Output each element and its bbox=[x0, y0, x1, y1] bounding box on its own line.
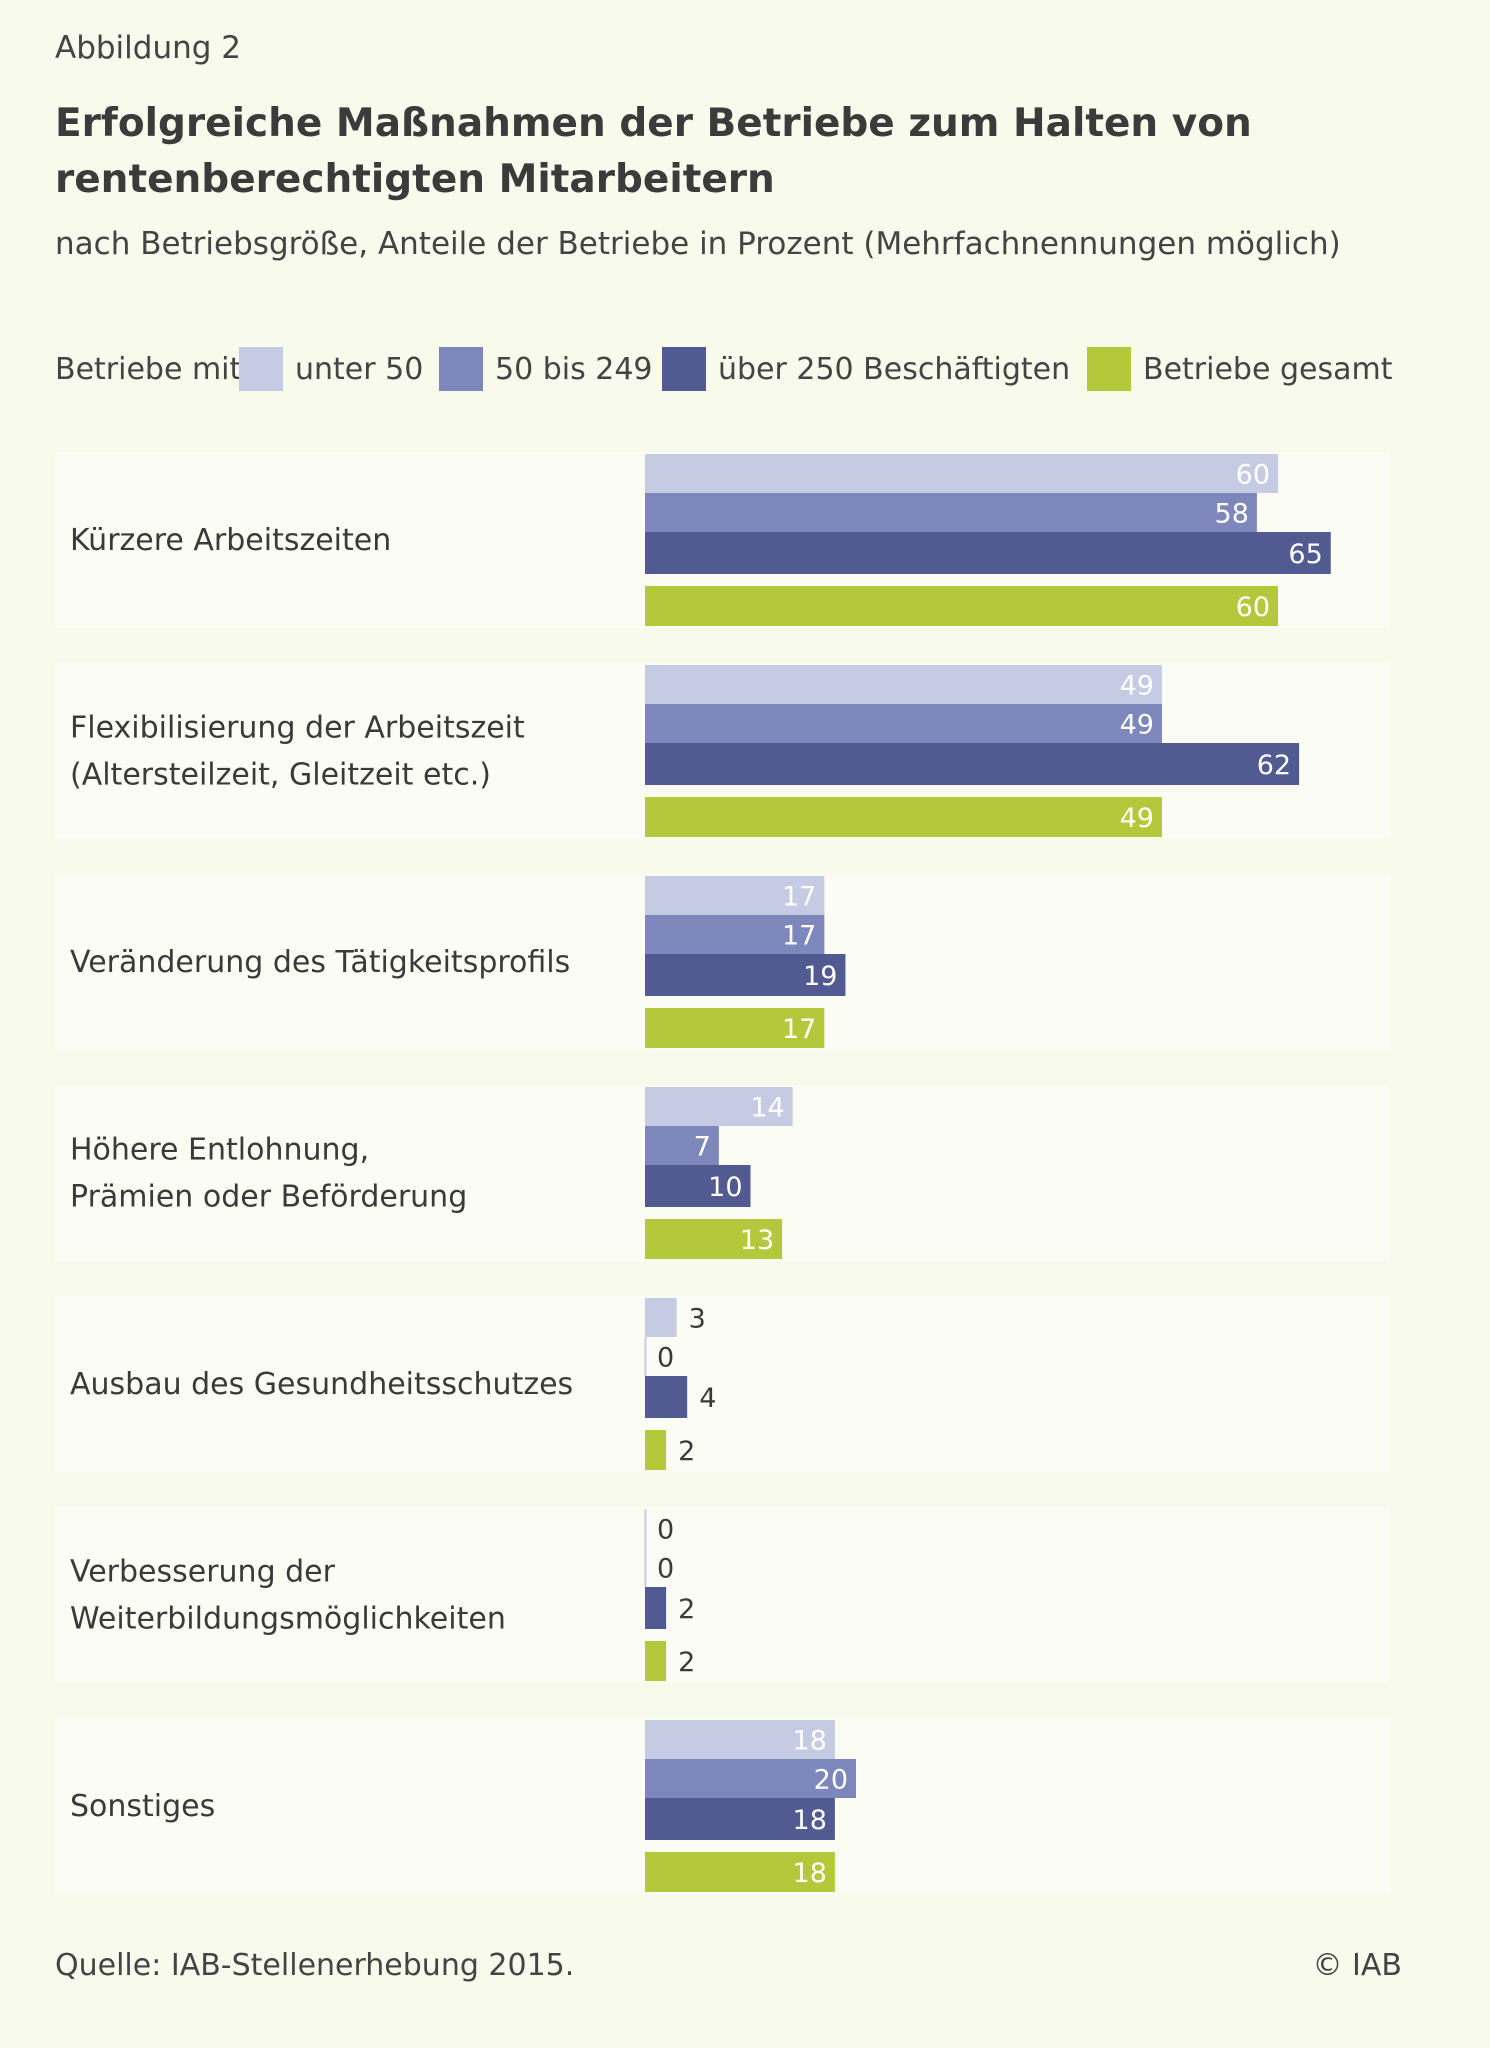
chart-title: Erfolgreiche Maßnahmen der Betriebe zum … bbox=[55, 101, 1252, 202]
data-label: 58 bbox=[1215, 499, 1249, 530]
category-label: Sonstiges bbox=[70, 1789, 215, 1824]
bar bbox=[645, 454, 1278, 493]
bar bbox=[645, 1376, 688, 1418]
legend-item-50-bis-249: 50 bis 249 bbox=[439, 344, 653, 394]
data-label: 2 bbox=[678, 1594, 695, 1625]
data-label: 60 bbox=[1236, 460, 1270, 491]
bar bbox=[645, 1759, 856, 1798]
data-label: 49 bbox=[1120, 671, 1154, 702]
data-label: 4 bbox=[699, 1383, 716, 1414]
legend-prefix: Betriebe mit bbox=[55, 351, 242, 387]
data-label: 17 bbox=[782, 882, 816, 913]
data-label: 0 bbox=[657, 1554, 674, 1585]
bar bbox=[645, 704, 1162, 743]
bar bbox=[645, 493, 1257, 532]
legend-swatch bbox=[239, 347, 283, 391]
bar bbox=[645, 954, 846, 996]
source-note: Quelle: IAB-Stellenerhebung 2015. bbox=[55, 1948, 575, 1983]
legend-label: unter 50 bbox=[295, 351, 424, 387]
bar bbox=[645, 1008, 825, 1048]
data-label: 13 bbox=[740, 1225, 774, 1256]
data-label: 7 bbox=[694, 1132, 711, 1163]
bar bbox=[645, 1219, 783, 1259]
category-label: (Altersteilzeit, Gleitzeit etc.) bbox=[70, 758, 491, 793]
bar bbox=[645, 1852, 835, 1892]
bar bbox=[645, 665, 1162, 704]
legend-item-gesamt: Betriebe gesamt bbox=[1087, 344, 1392, 394]
category-label: Veränderung des Tätigkeitsprofils bbox=[70, 945, 570, 980]
data-label: 18 bbox=[793, 1726, 827, 1757]
data-label: 49 bbox=[1120, 710, 1154, 741]
bar bbox=[645, 797, 1162, 837]
data-label: 2 bbox=[678, 1647, 695, 1678]
category-panel bbox=[55, 1507, 1390, 1683]
bar bbox=[645, 1720, 835, 1759]
data-label: 10 bbox=[708, 1172, 742, 1203]
data-label: 65 bbox=[1288, 539, 1322, 570]
bar bbox=[645, 1641, 667, 1681]
data-label: 0 bbox=[657, 1343, 674, 1374]
data-label: 18 bbox=[793, 1858, 827, 1889]
bar bbox=[645, 1126, 719, 1165]
data-label: 18 bbox=[793, 1805, 827, 1836]
bar bbox=[645, 1587, 667, 1629]
legend-item-unter-50: unter 50 bbox=[239, 344, 423, 394]
legend-swatch bbox=[662, 347, 706, 391]
data-label: 2 bbox=[678, 1436, 695, 1467]
bar bbox=[645, 586, 1278, 626]
category-label: Verbesserung der bbox=[70, 1555, 336, 1590]
data-label: 14 bbox=[750, 1093, 784, 1124]
bar bbox=[645, 876, 825, 915]
data-label: 62 bbox=[1257, 750, 1291, 781]
data-label: 0 bbox=[657, 1515, 674, 1546]
bar bbox=[645, 1430, 667, 1470]
legend-swatch bbox=[1087, 347, 1131, 391]
bar bbox=[645, 532, 1331, 574]
category-label: Prämien oder Beförderung bbox=[70, 1180, 467, 1215]
chart-subtitle: nach Betriebsgröße, Anteile der Betriebe… bbox=[55, 226, 1341, 262]
category-label: Kürzere Arbeitszeiten bbox=[70, 523, 391, 558]
category-label: Weiterbildungsmöglichkeiten bbox=[70, 1602, 506, 1637]
data-label: 49 bbox=[1120, 803, 1154, 834]
bar bbox=[645, 1298, 677, 1337]
data-label: 3 bbox=[689, 1304, 706, 1335]
category-label: Höhere Entlohnung, bbox=[70, 1133, 369, 1168]
copyright-note: © IAB bbox=[1312, 1948, 1403, 1983]
legend-item-ueber-250: über 250 Beschäftigten bbox=[662, 344, 1070, 394]
bar bbox=[645, 1798, 835, 1840]
legend-label: Betriebe gesamt bbox=[1143, 351, 1393, 387]
legend-label: über 250 Beschäftigten bbox=[718, 351, 1071, 387]
data-label: 17 bbox=[782, 921, 816, 952]
legend-label: 50 bis 249 bbox=[495, 351, 653, 387]
data-label: 17 bbox=[782, 1014, 816, 1045]
bar bbox=[645, 1165, 751, 1207]
bar bbox=[645, 1087, 793, 1126]
data-label: 60 bbox=[1236, 592, 1270, 623]
bar bbox=[645, 915, 825, 954]
data-label: 20 bbox=[814, 1765, 848, 1796]
category-label: Flexibilisierung der Arbeitszeit bbox=[70, 711, 525, 746]
category-label: Ausbau des Gesundheitsschutzes bbox=[70, 1367, 573, 1402]
figure-label: Abbildung 2 bbox=[55, 30, 242, 66]
bar bbox=[645, 743, 1300, 785]
category-panel bbox=[55, 1296, 1390, 1472]
data-label: 19 bbox=[803, 961, 837, 992]
legend-swatch bbox=[439, 347, 483, 391]
